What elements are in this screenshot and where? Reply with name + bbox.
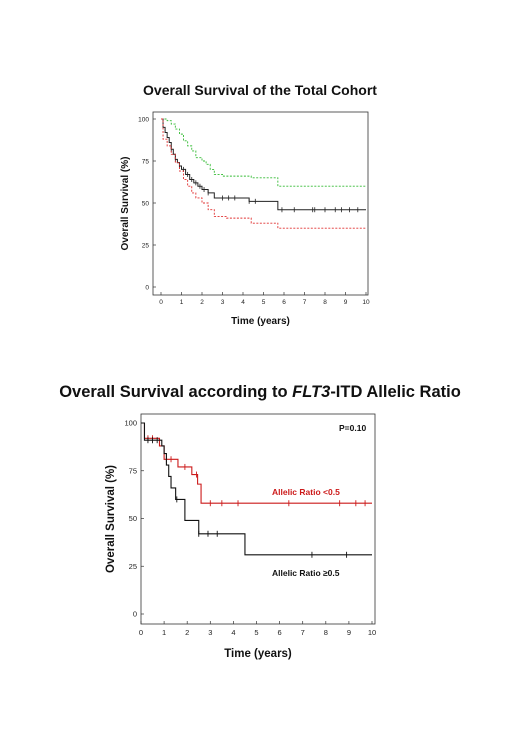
- chart2-x-tick-label: 4: [231, 628, 235, 637]
- chart2-y-tick-label: 50: [129, 514, 137, 523]
- chart1-title: Overall Survival of the Total Cohort: [143, 82, 377, 98]
- chart1-y-tick-label: 0: [145, 285, 149, 292]
- chart1-x-tick-label: 6: [282, 299, 286, 306]
- chart1-series-estimate: [161, 118, 366, 211]
- chart2-x-tick-label: 5: [254, 628, 258, 637]
- chart1-x-axis-label: Time (years): [231, 316, 290, 327]
- chart2-x-tick-label: 1: [162, 628, 166, 637]
- chart1-series-upper: [161, 118, 366, 187]
- chart2-y-tick-label: 0: [133, 610, 137, 619]
- chart1-x-tick-label: 10: [362, 299, 370, 306]
- chart1-plot-frame: [152, 111, 369, 296]
- chart1-x-tick-label: 9: [344, 299, 348, 306]
- chart1-series-lower: [161, 118, 366, 229]
- chart1-x-tick-label: 3: [221, 299, 225, 306]
- chart2-title-part1: Overall Survival according to: [59, 383, 293, 401]
- chart2-x-tick-label: 0: [139, 628, 143, 637]
- chart2-y-tick-label: 75: [129, 466, 137, 475]
- chart1-x-tick-label: 4: [241, 299, 245, 306]
- chart1-x-tick-label: 0: [159, 299, 163, 306]
- chart2-x-tick-label: 2: [185, 628, 189, 637]
- chart1-x-tick-label: 5: [262, 299, 266, 306]
- chart1-y-tick-label: 100: [138, 117, 149, 124]
- chart2-x-tick-label: 10: [368, 628, 376, 637]
- chart2-y-tick-label: 100: [124, 419, 137, 428]
- chart2-x-tick-label: 8: [324, 628, 328, 637]
- chart2-title-part3: -ITD Allelic Ratio: [330, 383, 461, 401]
- chart2-y-tick-label: 25: [129, 562, 137, 571]
- chart1-y-axis-label: Overall Survival (%): [120, 157, 131, 251]
- chart2-p-value: P=0.10: [339, 423, 366, 433]
- chart2-plot-frame: [140, 413, 376, 625]
- chart1-x-tick-label: 1: [180, 299, 184, 306]
- chart2-title-gene: FLT3: [292, 383, 331, 401]
- chart1-x-tick-label: 2: [200, 299, 204, 306]
- chart1-y-tick-label: 25: [142, 243, 150, 250]
- chart1-x-tick-label: 8: [323, 299, 327, 306]
- chart2-series-label-1: Allelic Ratio <0.5: [272, 487, 340, 497]
- chart2-x-axis-label: Time (years): [224, 648, 292, 660]
- chart2-x-tick-label: 3: [208, 628, 212, 637]
- chart2-y-axis-label: Overall Survival (%): [105, 465, 117, 573]
- chart2-title: Overall Survival according to FLT3-ITD A…: [0, 383, 520, 402]
- chart1-y-tick-label: 50: [142, 201, 150, 208]
- chart2-series-label-2: Allelic Ratio ≥0.5: [272, 568, 340, 578]
- chart1-y-tick-label: 75: [142, 159, 150, 166]
- chart2-series-line-1: [141, 422, 372, 504]
- chart2-series-line-2: [141, 422, 372, 556]
- chart2-x-tick-label: 6: [278, 628, 282, 637]
- chart2-x-tick-label: 7: [301, 628, 305, 637]
- chart1-x-tick-label: 7: [303, 299, 307, 306]
- chart2-x-tick-label: 9: [347, 628, 351, 637]
